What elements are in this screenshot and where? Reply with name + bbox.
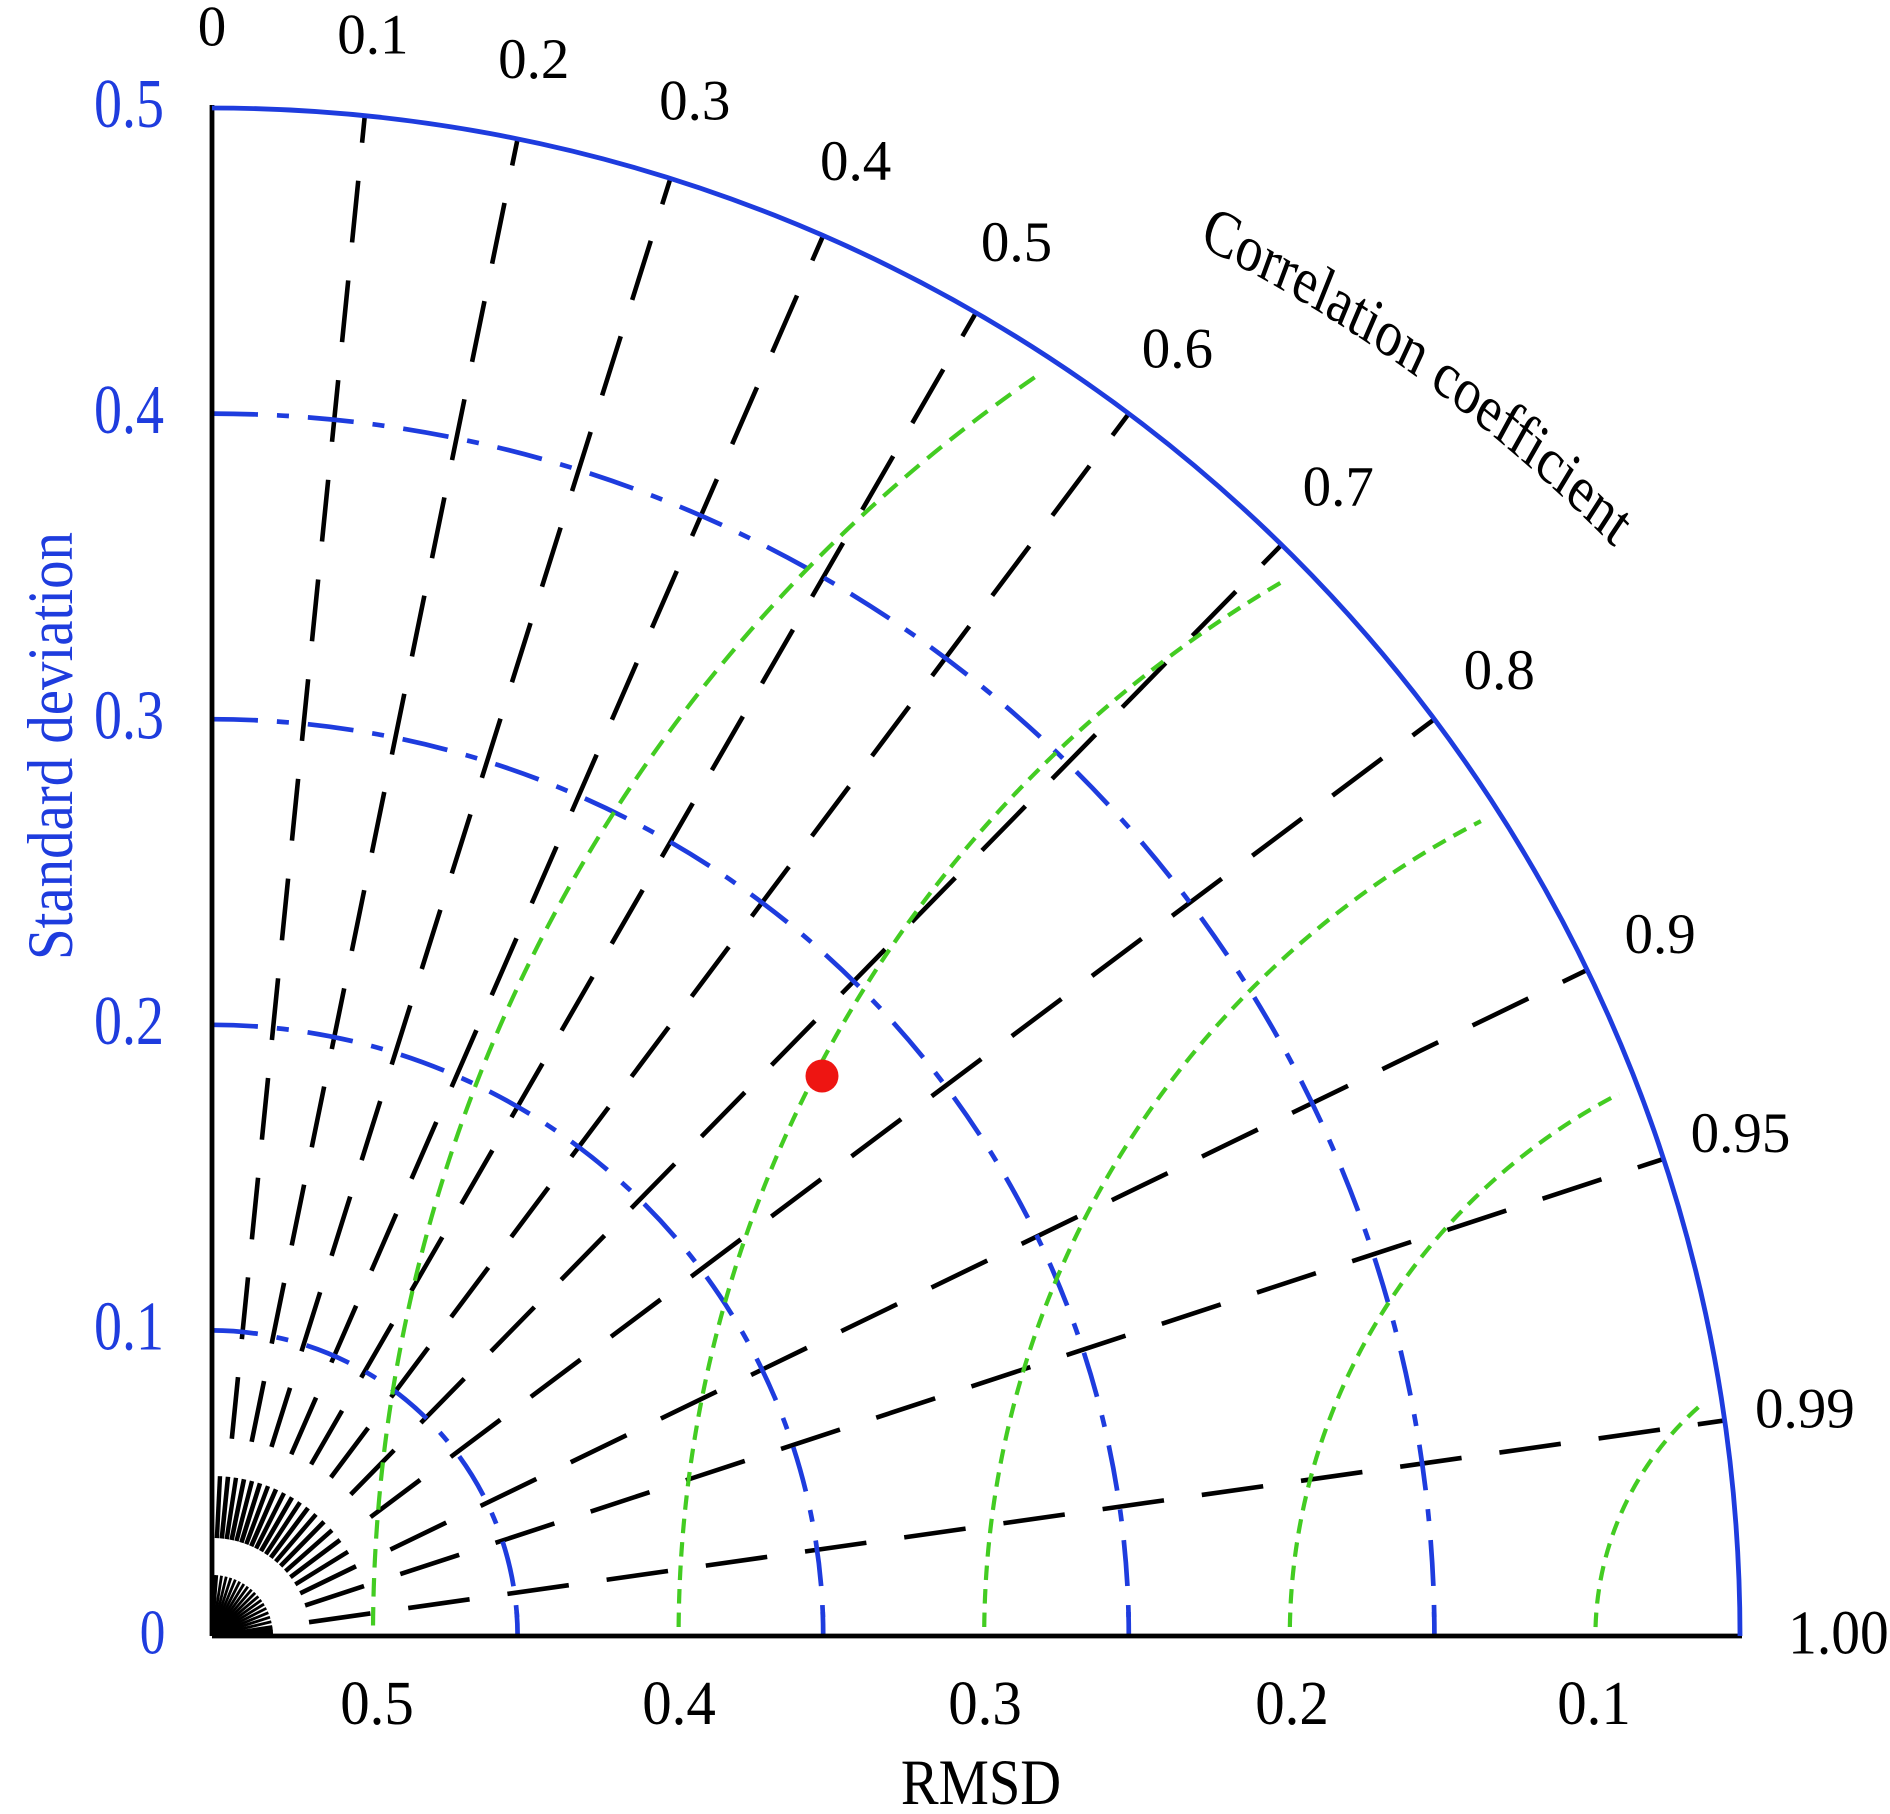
svg-text:0.4: 0.4	[94, 371, 164, 448]
svg-text:0.1: 0.1	[1557, 1670, 1631, 1739]
svg-text:0: 0	[140, 1596, 166, 1668]
svg-text:0.5: 0.5	[981, 211, 1052, 274]
svg-text:0.1: 0.1	[337, 4, 408, 67]
svg-text:0.3: 0.3	[948, 1670, 1022, 1739]
svg-text:0.5: 0.5	[94, 65, 164, 142]
svg-text:1.00: 1.00	[1788, 1597, 1889, 1667]
svg-text:Standard deviation: Standard deviation	[16, 532, 87, 960]
svg-text:0.8: 0.8	[1464, 639, 1535, 702]
svg-text:0.7: 0.7	[1303, 455, 1374, 518]
svg-text:0.99: 0.99	[1755, 1378, 1855, 1441]
svg-text:0.4: 0.4	[820, 130, 891, 193]
svg-text:0.3: 0.3	[94, 677, 164, 754]
svg-text:0.1: 0.1	[94, 1288, 164, 1365]
svg-text:RMSD: RMSD	[901, 1747, 1061, 1814]
svg-text:0.9: 0.9	[1624, 903, 1695, 966]
svg-text:0: 0	[198, 0, 227, 59]
svg-text:0.2: 0.2	[94, 982, 164, 1059]
svg-text:0.2: 0.2	[1255, 1670, 1329, 1739]
svg-text:0.5: 0.5	[340, 1670, 414, 1739]
svg-text:0.95: 0.95	[1691, 1102, 1791, 1165]
svg-text:0.3: 0.3	[659, 70, 730, 133]
svg-text:0.4: 0.4	[642, 1670, 716, 1739]
svg-text:0.6: 0.6	[1142, 317, 1213, 380]
svg-text:0.2: 0.2	[498, 28, 569, 91]
